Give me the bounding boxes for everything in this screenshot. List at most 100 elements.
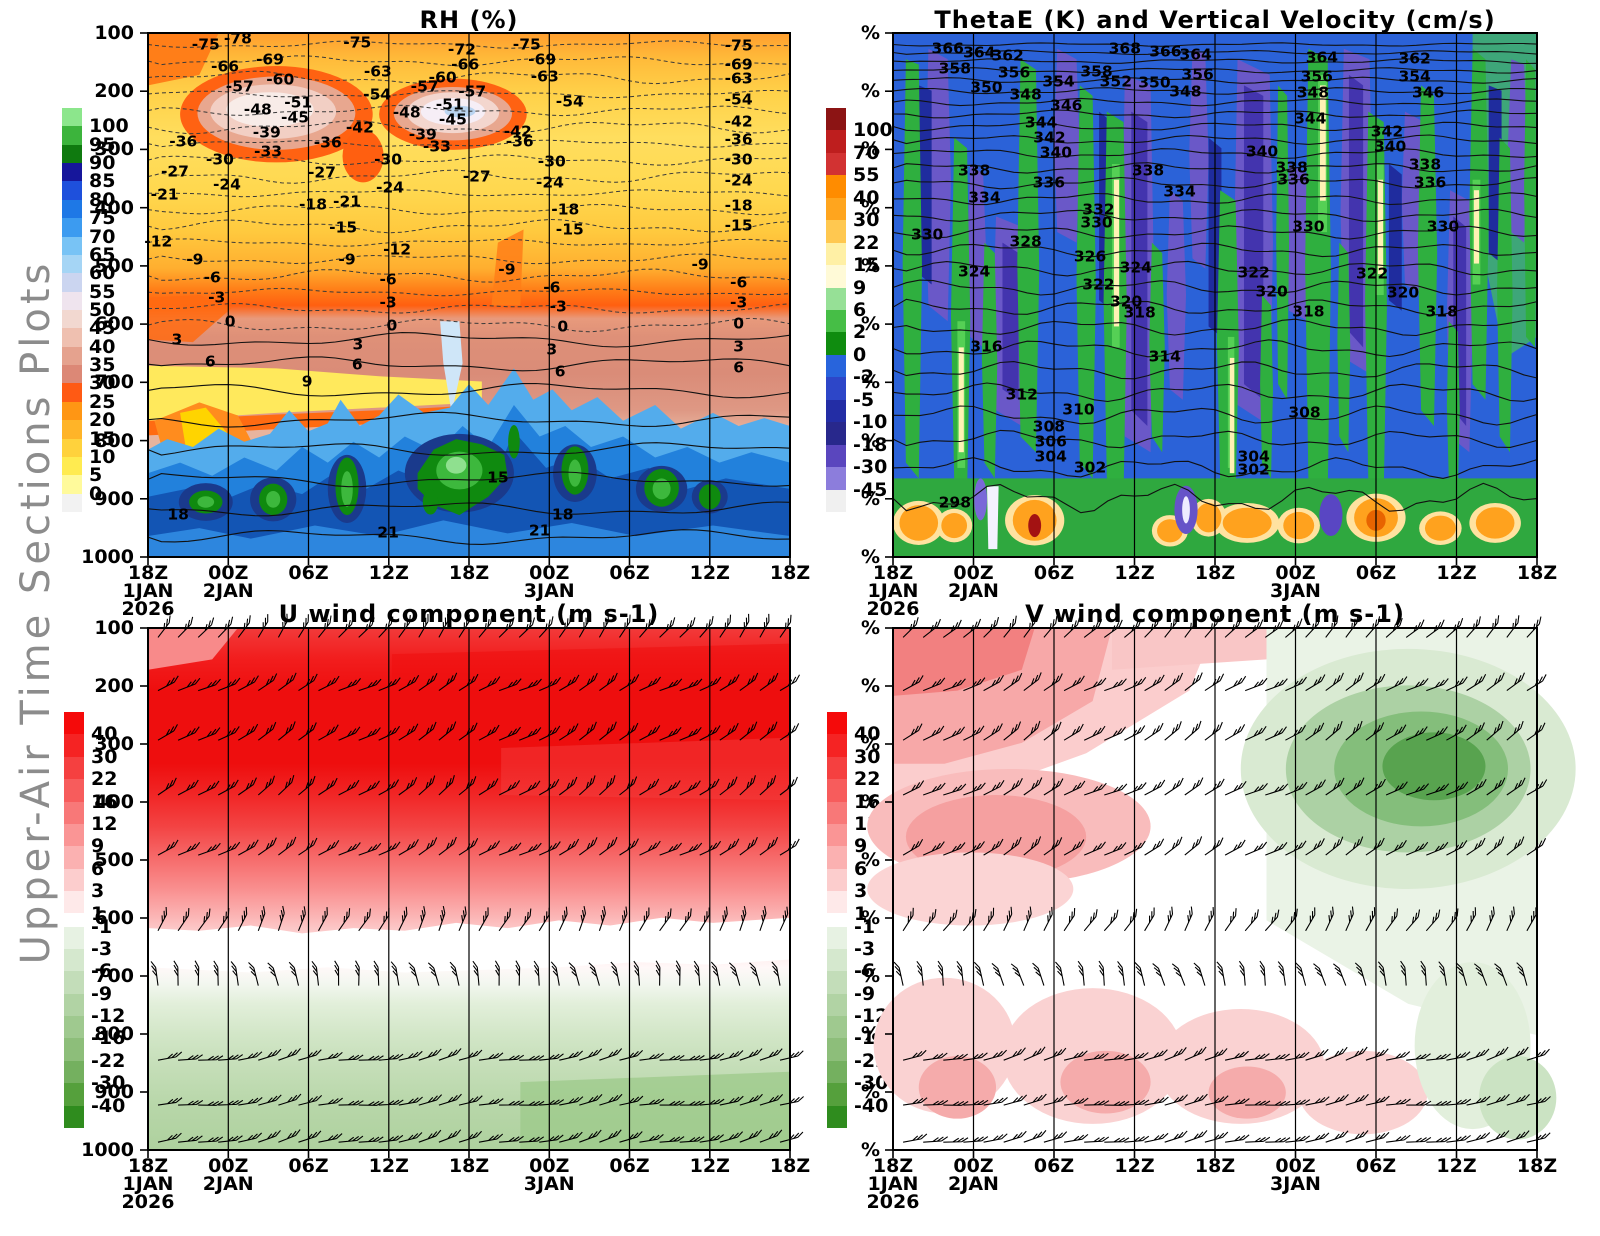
colorbar-band bbox=[62, 456, 82, 476]
colorbar-band bbox=[826, 354, 846, 378]
colorbar-label: 80 bbox=[89, 188, 116, 211]
colorbar-band bbox=[64, 993, 84, 1017]
colorbar-band bbox=[62, 401, 82, 421]
rh-panel-plot: -75 -78 -75 -72 -75 -75 -66 -69 -66 -69 -69 -57 -60-… bbox=[140, 31, 791, 565]
contour-label: -30 bbox=[205, 150, 234, 169]
colorbar-label: -40 bbox=[854, 1094, 889, 1117]
y-tick-label: 500 bbox=[94, 849, 134, 871]
y-tick-label: % bbox=[860, 429, 880, 452]
colorbar-band bbox=[826, 399, 846, 423]
colorbar-label: 15 bbox=[89, 427, 116, 450]
contour-label: 366 bbox=[1149, 42, 1182, 61]
contour-label: 338 bbox=[957, 161, 991, 180]
contour-label: -18 bbox=[551, 200, 580, 219]
colorbar-band bbox=[62, 310, 82, 329]
time-tick-label: 12Z bbox=[1436, 1155, 1477, 1177]
colorbar-label: -1 bbox=[854, 915, 876, 938]
colorbar-label: 40 bbox=[853, 186, 880, 209]
contour-label: 304 bbox=[1034, 447, 1067, 466]
date-label: 2JAN bbox=[948, 1173, 999, 1195]
contour-label: 364 bbox=[963, 43, 996, 62]
contour-label: -63 bbox=[363, 62, 392, 81]
colorbar-label: 30 bbox=[854, 745, 881, 768]
date-label: 3JAN bbox=[523, 1173, 575, 1195]
colorbar-label: 70 bbox=[89, 225, 116, 248]
colorbar-band bbox=[62, 108, 82, 127]
colorbar-label: -5 bbox=[853, 388, 875, 411]
contour-label: 336 bbox=[1277, 169, 1310, 188]
contour-label: 338 bbox=[1408, 155, 1442, 174]
contour-label: 358 bbox=[938, 59, 971, 78]
rh-colorbar: 100 95 90 85 80 75 70 65 60 55 50 45 40 35 30 25 20 15 10 5… bbox=[62, 108, 129, 512]
colorbar-label: 6 bbox=[853, 299, 867, 321]
contour-label: -15 bbox=[724, 216, 753, 235]
colorbar-band bbox=[827, 948, 847, 972]
colorbar-band bbox=[826, 310, 846, 333]
y-tick-label: % bbox=[860, 675, 880, 697]
contour-label: 21 bbox=[528, 521, 551, 540]
colorbar-band bbox=[827, 1083, 847, 1106]
y-tick-label: 200 bbox=[94, 80, 134, 103]
colorbar-band bbox=[62, 365, 82, 384]
contour-label: -6 bbox=[730, 273, 748, 292]
colorbar-label: 22 bbox=[853, 231, 880, 254]
y-tick-label: % bbox=[860, 907, 880, 929]
contour-label: -21 bbox=[333, 192, 362, 211]
time-tick-label: 18Z bbox=[1516, 1155, 1558, 1177]
contour-label: -15 bbox=[329, 218, 358, 237]
time-tick-label: 18Z bbox=[127, 1155, 169, 1177]
colorbar-band bbox=[826, 444, 846, 468]
vwind-xaxis: 18Z 00Z 06Z 12Z 18Z 00Z 06Z 12Z 18Z 1JAN 2JAN 3JAN 2… bbox=[867, 1155, 1558, 1215]
uwind-panel-plot bbox=[140, 613, 804, 1158]
contour-label: -30 bbox=[537, 152, 566, 171]
date-label: 3JAN bbox=[1270, 580, 1321, 602]
contour-label: -75 bbox=[343, 33, 372, 52]
contour-label: -6 bbox=[203, 268, 221, 287]
contour-label: 304 bbox=[1237, 447, 1270, 466]
contour-label: -21 bbox=[150, 185, 179, 204]
colorbar-band bbox=[62, 144, 82, 164]
y-tick-label: % bbox=[860, 138, 880, 161]
contour-label: -6 bbox=[379, 270, 397, 289]
contour-label: 368 bbox=[1108, 38, 1142, 57]
date-label: 2JAN bbox=[948, 580, 999, 602]
contour-label: 362 bbox=[991, 46, 1024, 65]
colorbar-label: 1 bbox=[91, 902, 105, 925]
contour-label: 18 bbox=[167, 505, 189, 524]
time-tick-label: 06Z bbox=[1033, 562, 1075, 584]
y-tick-label: 800 bbox=[94, 429, 134, 452]
contour-label: 322 bbox=[1082, 275, 1115, 294]
colorbar-band bbox=[826, 422, 846, 445]
colorbar-band bbox=[62, 199, 82, 219]
colorbar-band bbox=[826, 265, 846, 288]
colorbar-band bbox=[827, 1060, 847, 1084]
colorbar-label: 45 bbox=[89, 317, 116, 340]
time-tick-label: 12Z bbox=[1114, 562, 1155, 584]
colorbar-label: 40 bbox=[89, 335, 116, 358]
y-tick-label: % bbox=[860, 371, 880, 394]
uwind-contour-labels bbox=[148, 628, 790, 1150]
colorbar-label: -6 bbox=[91, 960, 113, 983]
colorbar-band bbox=[62, 346, 82, 366]
time-tick-label: 00Z bbox=[1275, 562, 1316, 584]
colorbar-band bbox=[827, 993, 847, 1017]
colorbar-band bbox=[62, 291, 82, 310]
contour-label: -42 bbox=[503, 122, 532, 141]
colorbar-band bbox=[64, 712, 84, 735]
contour-label: 3 bbox=[546, 340, 558, 359]
y-tick-label: % bbox=[860, 965, 880, 987]
contour-label: 352 bbox=[1099, 71, 1132, 90]
colorbar-band bbox=[827, 1016, 847, 1039]
colorbar-label: 9 bbox=[854, 835, 868, 858]
colorbar-label: -30 bbox=[854, 1072, 889, 1095]
date-label: 1JAN bbox=[867, 580, 919, 602]
colorbar-band bbox=[64, 868, 84, 892]
time-tick-label: 12Z bbox=[689, 562, 730, 584]
colorbar-band bbox=[62, 493, 82, 512]
contour-label: -12 bbox=[144, 232, 173, 251]
thetae-colorbar: 100 70 55 40 30 22 15 9 6 2 0 -2 -5 -10 -18 -30 -45 bbox=[826, 108, 893, 512]
time-tick-label: 18Z bbox=[1194, 1155, 1236, 1177]
contour-label: 9 bbox=[301, 372, 313, 391]
y-tick-label: 300 bbox=[94, 138, 134, 161]
colorbar-label: 0 bbox=[853, 343, 867, 366]
